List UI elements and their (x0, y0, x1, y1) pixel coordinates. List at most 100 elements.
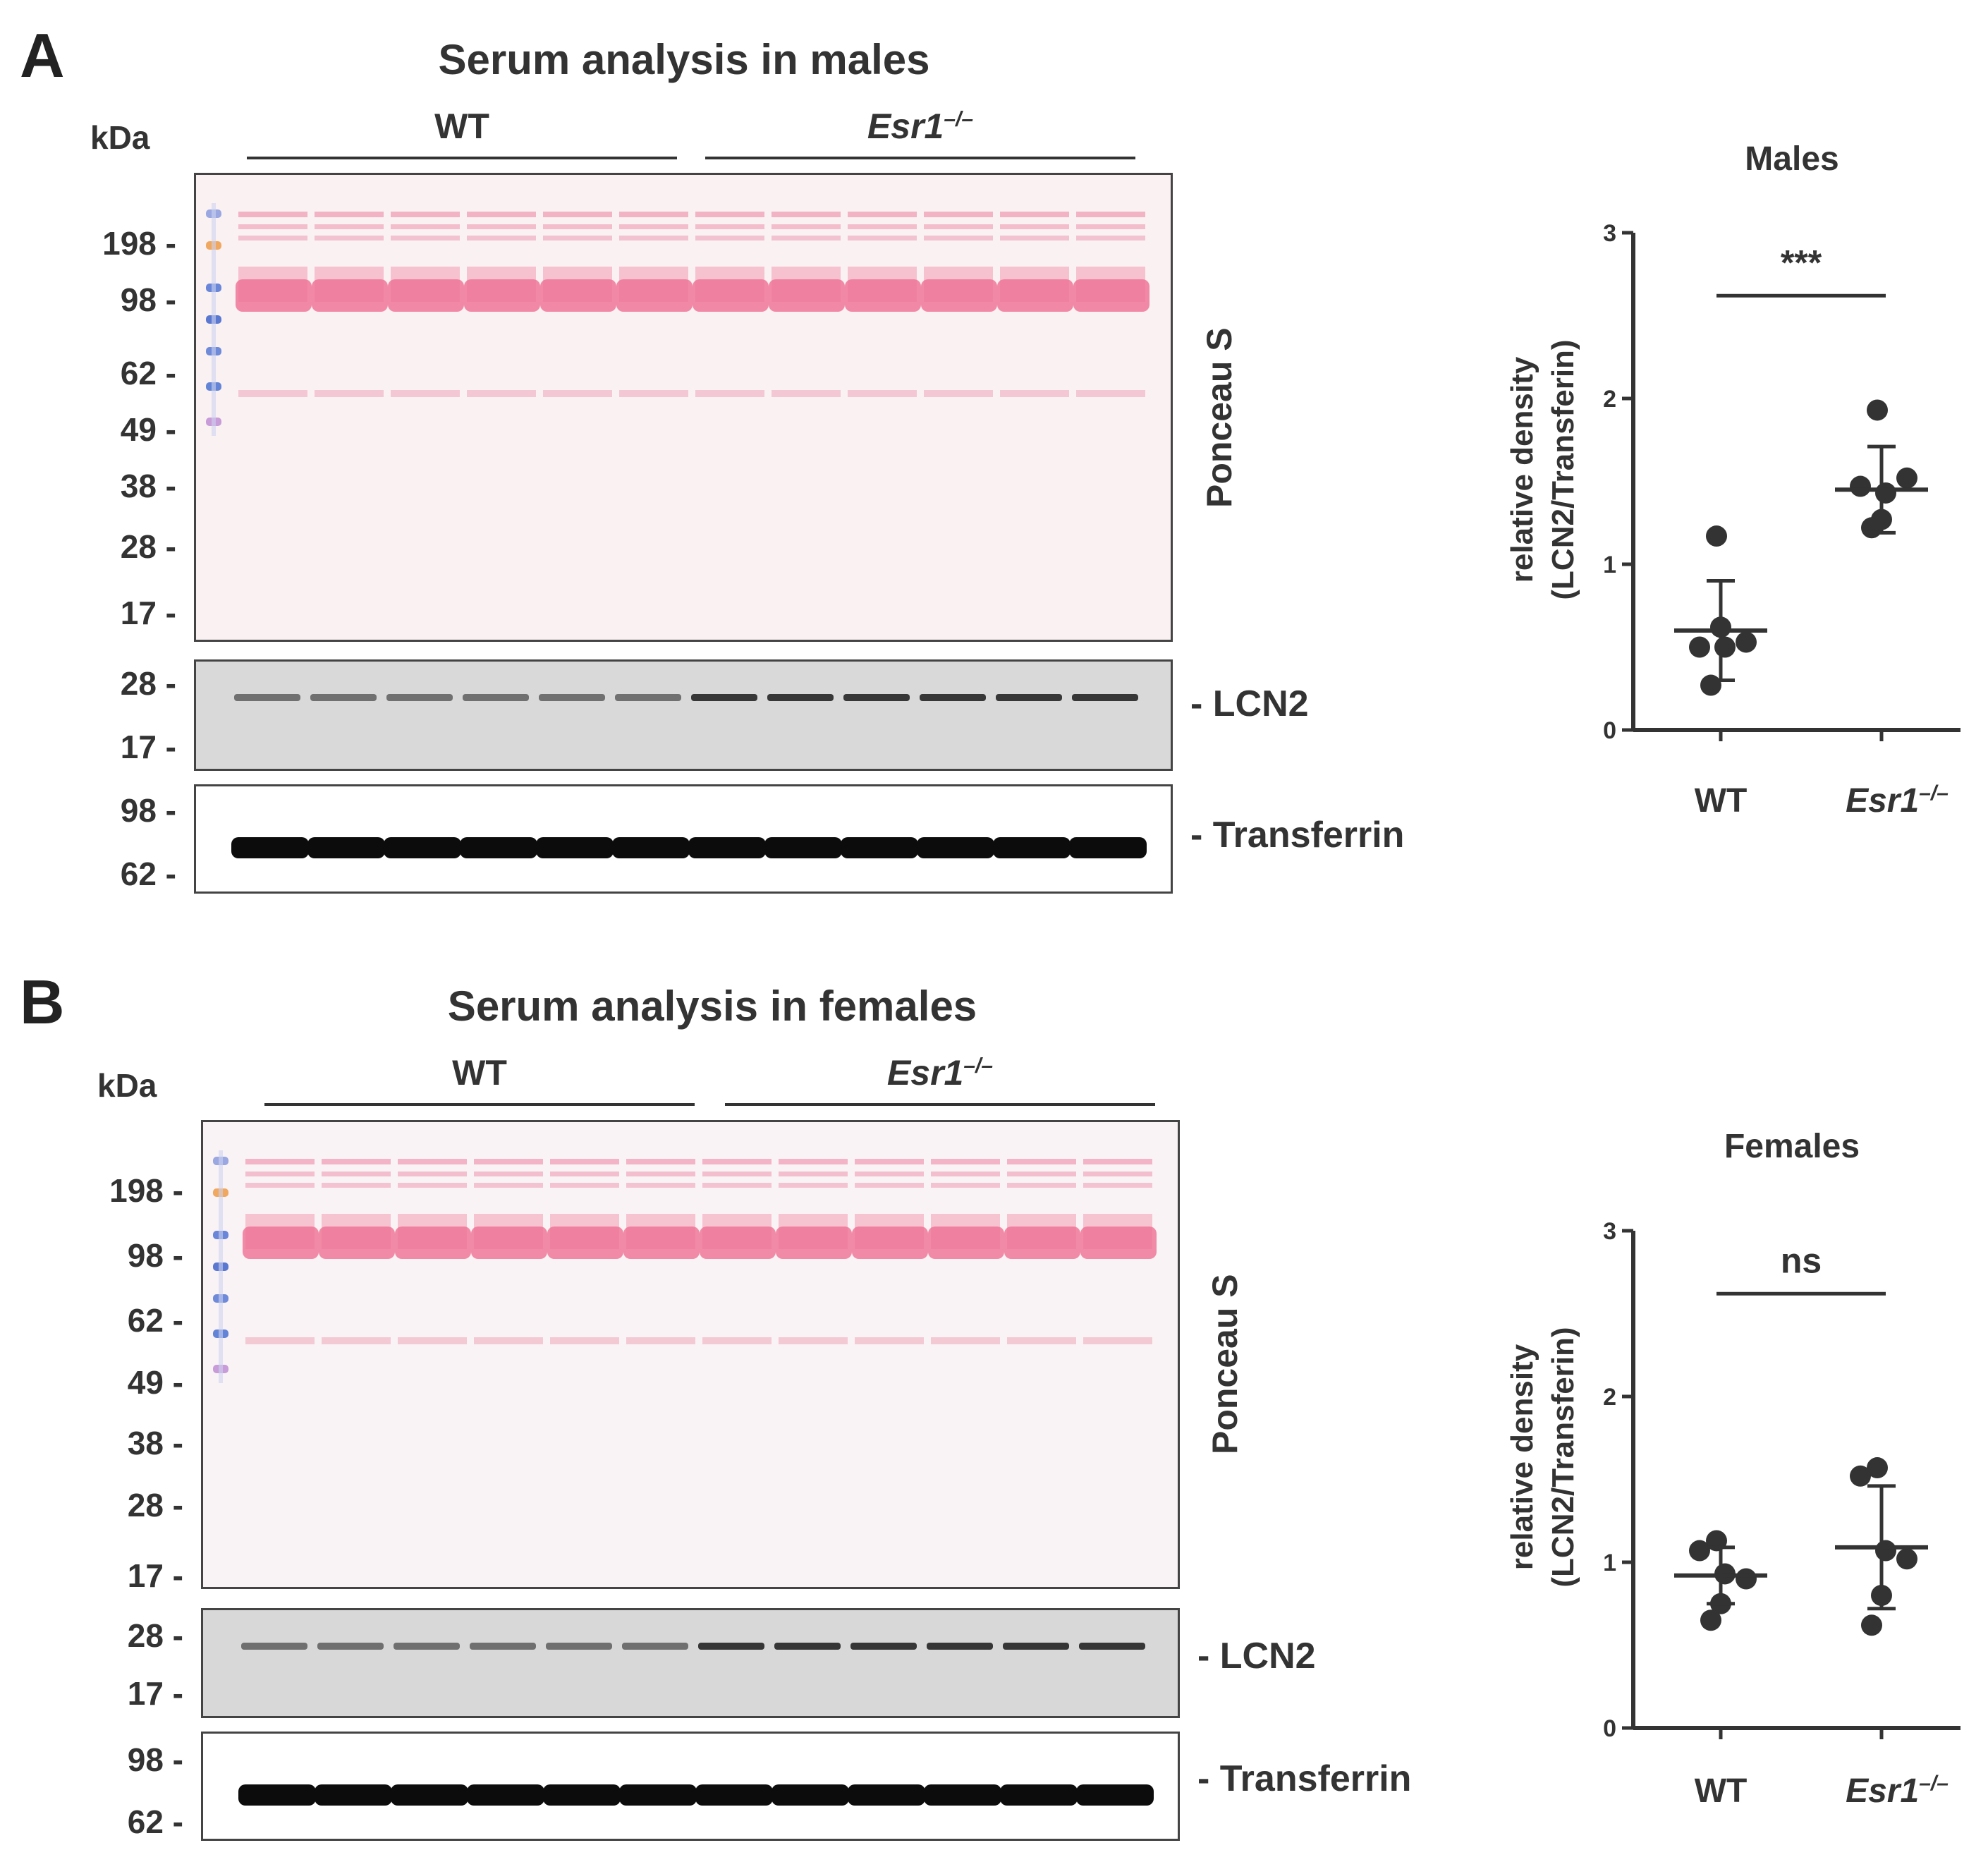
ponceau-albumin-band (997, 279, 1073, 312)
data-point (1896, 1548, 1917, 1570)
ponceau-albumin-band (921, 279, 997, 312)
ponceau-band (924, 224, 993, 229)
data-point (1689, 1540, 1710, 1562)
panel-b-lcn2-blot (201, 1608, 1180, 1718)
ponceau-band (924, 236, 993, 241)
panel-b-group-esr1: Esr1–/– (886, 1053, 994, 1093)
ponceau-band (238, 212, 307, 217)
panel-a-group-wt-line (247, 157, 677, 159)
mw-marker: 98 - (127, 1741, 183, 1778)
transferrin-band (848, 1784, 925, 1806)
ponceau-band (474, 1337, 543, 1344)
ponceau-band (619, 212, 688, 217)
ponceau-albumin-band (1080, 1227, 1157, 1259)
ponceau-band (931, 1172, 1000, 1176)
lcn2-band (470, 1643, 536, 1650)
mw-marker: 98 - (120, 281, 176, 318)
data-point (1706, 525, 1727, 547)
ponceau-band (1076, 390, 1145, 397)
ponceau-band (695, 236, 764, 241)
ponceau-albumin-band (236, 279, 312, 312)
mw-marker: 198 - (102, 225, 176, 262)
ladder-lane (219, 1150, 223, 1383)
data-point (1736, 1568, 1757, 1590)
mw-marker: 28 - (120, 665, 176, 702)
lcn2-band (774, 1643, 841, 1650)
mw-marker: 62 - (127, 1302, 183, 1339)
ponceau-band (467, 236, 536, 241)
ponceau-band (315, 390, 384, 397)
chart-a-plot: 0 1 2 3 *** (1603, 220, 1960, 744)
lcn2-band (767, 694, 834, 701)
transferrin-band (917, 837, 994, 858)
lcn2-band (310, 694, 377, 701)
ponceau-band (619, 224, 688, 229)
ponceau-band (467, 390, 536, 397)
lcn2-band (698, 1643, 764, 1650)
lcn2-band (1003, 1643, 1069, 1650)
ponceau-band (550, 1172, 619, 1176)
mw-marker: 198 - (109, 1172, 183, 1209)
ponceau-albumin-band (464, 279, 540, 312)
ponceau-albumin-band (388, 279, 464, 312)
ponceau-band (702, 1159, 772, 1164)
ponceau-band (391, 236, 460, 241)
ponceau-albumin-band (312, 279, 388, 312)
transferrin-band (315, 1784, 392, 1806)
chart-a-xcat-wt: WT (1694, 782, 1748, 820)
mw-marker: 17 - (127, 1675, 183, 1712)
ponceau-band (474, 1183, 543, 1188)
lcn2-band (1079, 1643, 1145, 1650)
ponceau-band (626, 1183, 695, 1188)
panel-a-lcn2-image (234, 694, 1138, 701)
ponceau-albumin-band (1073, 279, 1149, 312)
ponceau-band (1007, 1159, 1076, 1164)
panel-a-ponceau-blot (194, 173, 1173, 642)
transferrin-band (238, 1784, 316, 1806)
ponceau-albumin-band (845, 279, 921, 312)
data-point (1700, 1610, 1721, 1631)
ponceau-band (626, 1159, 695, 1164)
ponceau-band (848, 212, 917, 217)
lcn2-band (546, 1643, 612, 1650)
ponceau-band (931, 1159, 1000, 1164)
lcn2-band (927, 1643, 993, 1650)
ponceau-band (855, 1337, 924, 1344)
ponceau-band (772, 390, 841, 397)
ponceau-band (848, 224, 917, 229)
panel-b-title: Serum analysis in females (447, 982, 977, 1030)
ponceau-band (619, 390, 688, 397)
ponceau-band (1076, 224, 1145, 229)
ponceau-band (543, 224, 612, 229)
lcn2-band (920, 694, 986, 701)
ponceau-band (924, 390, 993, 397)
panel-b-transferrin-image (238, 1784, 1154, 1806)
ponceau-band (1076, 212, 1145, 217)
transferrin-band (695, 1784, 773, 1806)
transferrin-band (772, 1784, 849, 1806)
y-tick-label: 2 (1603, 386, 1616, 413)
ponceau-band (322, 1183, 391, 1188)
ponceau-band (543, 236, 612, 241)
ponceau-band (467, 212, 536, 217)
data-point (1850, 1465, 1871, 1487)
chart-b-plot: 0 1 2 3 ns (1603, 1218, 1960, 1742)
panel-b-ponceau-label: Ponceau S (1205, 1274, 1245, 1454)
significance-label: *** (1781, 243, 1822, 282)
ponceau-band (695, 390, 764, 397)
ponceau-band (467, 224, 536, 229)
ponceau-band (322, 1172, 391, 1176)
ponceau-band (315, 212, 384, 217)
ponceau-band (626, 1337, 695, 1344)
lcn2-band (241, 1643, 307, 1650)
ponceau-band (245, 1183, 315, 1188)
data-point (1875, 1540, 1896, 1562)
ponceau-band (398, 1172, 467, 1176)
ponceau-band (245, 1172, 315, 1176)
transferrin-band (467, 1784, 544, 1806)
ponceau-band (391, 390, 460, 397)
ponceau-band (315, 236, 384, 241)
ponceau-band (322, 1159, 391, 1164)
transferrin-band (619, 1784, 697, 1806)
transferrin-band (841, 837, 918, 858)
